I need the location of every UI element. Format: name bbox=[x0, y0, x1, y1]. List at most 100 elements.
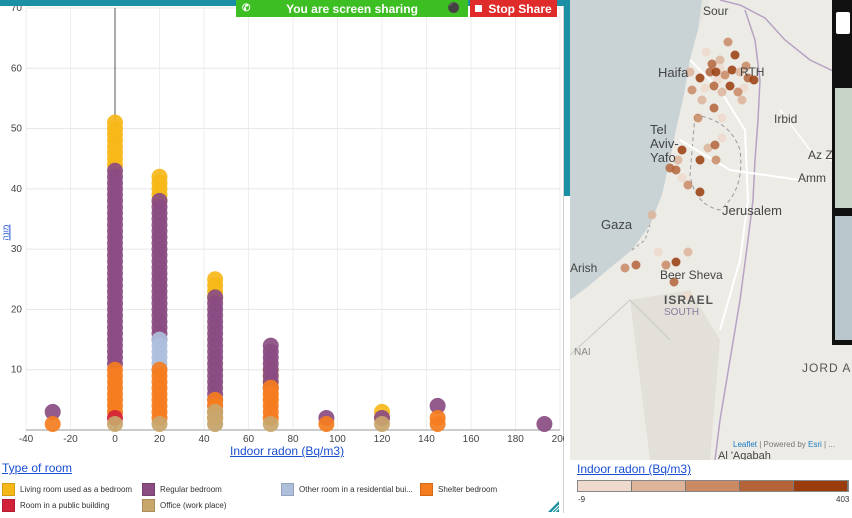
legend-item[interactable]: Other room in a residential bui... bbox=[281, 483, 413, 496]
shield-icon: ⚫ bbox=[447, 3, 460, 14]
map-label-arish: Arish bbox=[570, 261, 598, 275]
resize-grip-icon[interactable] bbox=[546, 499, 560, 513]
color-ramp-step bbox=[794, 481, 848, 491]
map-data-point[interactable] bbox=[685, 67, 695, 77]
map-data-point[interactable] bbox=[653, 247, 663, 257]
map-data-point[interactable] bbox=[707, 59, 717, 69]
x-tick-label: 140 bbox=[418, 434, 435, 445]
legend-label: Regular bedroom bbox=[160, 485, 222, 494]
data-point bbox=[107, 361, 123, 378]
map-data-point[interactable] bbox=[701, 47, 711, 57]
map-label-jerusalem: Jerusalem bbox=[722, 203, 782, 218]
map-data-point[interactable] bbox=[683, 247, 693, 257]
map-data-point[interactable] bbox=[709, 103, 719, 113]
data-point bbox=[107, 415, 123, 432]
data-point bbox=[151, 168, 168, 185]
x-tick-label: 180 bbox=[507, 434, 524, 445]
stop-share-button[interactable]: Stop Share bbox=[470, 0, 557, 17]
x-tick-label: 160 bbox=[463, 434, 480, 445]
map-data-point[interactable] bbox=[730, 50, 740, 60]
leaflet-link[interactable]: Leaflet bbox=[733, 440, 758, 449]
x-axis-label[interactable]: Indoor radon (Bq/m3) bbox=[230, 444, 345, 458]
x-tick-label: 80 bbox=[287, 434, 299, 445]
x-tick-label: 60 bbox=[243, 434, 255, 445]
legend-item[interactable]: Living room used as a bedroom bbox=[2, 483, 132, 496]
map-data-point[interactable] bbox=[725, 81, 735, 91]
map-data-point[interactable] bbox=[671, 257, 681, 267]
legend-item[interactable]: Office (work place) bbox=[142, 499, 227, 512]
map-data-point[interactable] bbox=[715, 55, 725, 65]
map-data-point[interactable] bbox=[711, 67, 721, 77]
esri-link[interactable]: Esri bbox=[808, 440, 822, 449]
legend-item[interactable]: Room in a public building bbox=[2, 499, 109, 512]
data-point bbox=[262, 415, 279, 432]
map-data-point[interactable] bbox=[717, 133, 727, 143]
scatter-chart: -40 -20 0 20 40 60 80 100 120 140 160 180 200 10 20 30 4… bbox=[11, 6, 564, 445]
y-tick-label: 40 bbox=[11, 184, 23, 195]
map-data-point[interactable] bbox=[695, 155, 705, 165]
map-label-haifa: Haifa bbox=[658, 65, 689, 80]
color-ramp-min: -9 bbox=[578, 495, 586, 504]
map-data-point[interactable] bbox=[665, 163, 675, 173]
data-point bbox=[207, 289, 224, 306]
legend-swatch bbox=[142, 499, 155, 512]
map-data-point[interactable] bbox=[683, 291, 693, 301]
map-data-point[interactable] bbox=[735, 67, 745, 77]
y-tick-label: 70 bbox=[11, 6, 23, 14]
legend-label: Living room used as a bedroom bbox=[20, 485, 133, 494]
map-data-point[interactable] bbox=[717, 87, 727, 97]
map-data-point[interactable] bbox=[711, 155, 721, 165]
map-legend-title[interactable]: Indoor radon (Bq/m3) bbox=[577, 462, 692, 476]
map-data-point[interactable] bbox=[697, 95, 707, 105]
data-point bbox=[151, 361, 168, 378]
legend-swatch bbox=[2, 499, 15, 512]
map-data-point[interactable] bbox=[723, 37, 733, 47]
data-point bbox=[262, 379, 279, 396]
phone-icon: ✆ bbox=[242, 3, 251, 14]
map-data-point[interactable] bbox=[620, 263, 630, 273]
map-data-point[interactable] bbox=[695, 73, 705, 83]
map-data-point[interactable] bbox=[727, 65, 737, 75]
map-data-point[interactable] bbox=[647, 210, 657, 220]
data-point bbox=[107, 162, 123, 179]
y-tick-label: 50 bbox=[11, 124, 23, 135]
data-point bbox=[429, 409, 446, 426]
map-data-point[interactable] bbox=[741, 61, 751, 71]
legend-label: Office (work place) bbox=[160, 501, 227, 510]
color-ramp-step bbox=[740, 481, 794, 491]
legend-swatch bbox=[420, 483, 433, 496]
map-data-point[interactable] bbox=[661, 260, 671, 270]
color-ramp-step bbox=[686, 481, 740, 491]
map-data-point[interactable] bbox=[687, 85, 697, 95]
map-view[interactable]: Sour Haifa RTH Irbid Tel Aviv- Yafo Az Z… bbox=[570, 0, 852, 460]
map-data-point[interactable] bbox=[700, 83, 710, 93]
legend-item[interactable]: Regular bedroom bbox=[142, 483, 222, 496]
x-tick-label: -20 bbox=[63, 434, 78, 445]
map-data-point[interactable] bbox=[720, 70, 730, 80]
data-point bbox=[151, 192, 168, 209]
map-data-point[interactable] bbox=[733, 87, 743, 97]
data-point bbox=[207, 403, 224, 420]
legend-title[interactable]: Type of room bbox=[2, 461, 73, 475]
map-data-point[interactable] bbox=[693, 113, 703, 123]
map-data-point[interactable] bbox=[749, 75, 759, 85]
map-data-point[interactable] bbox=[695, 187, 705, 197]
y-tick-label: 10 bbox=[11, 365, 23, 376]
map-data-point[interactable] bbox=[673, 155, 683, 165]
y-tick-label: 20 bbox=[11, 304, 23, 315]
map-data-point[interactable] bbox=[683, 180, 693, 190]
side-thumbnail-panel[interactable] bbox=[832, 0, 852, 345]
map-data-point[interactable] bbox=[631, 260, 641, 270]
map-data-point[interactable] bbox=[677, 173, 687, 183]
map-data-point[interactable] bbox=[710, 140, 720, 150]
map-data-point[interactable] bbox=[669, 277, 679, 287]
stop-icon bbox=[475, 5, 483, 12]
map-data-point[interactable] bbox=[703, 143, 713, 153]
data-point bbox=[429, 397, 446, 414]
map-data-point[interactable] bbox=[677, 145, 687, 155]
map-data-point[interactable] bbox=[737, 95, 747, 105]
y-axis-label[interactable]: מונה bbox=[1, 224, 11, 241]
map-data-point[interactable] bbox=[709, 81, 719, 91]
map-data-point[interactable] bbox=[717, 113, 727, 123]
legend-item[interactable]: Shelter bedroom bbox=[420, 483, 497, 496]
